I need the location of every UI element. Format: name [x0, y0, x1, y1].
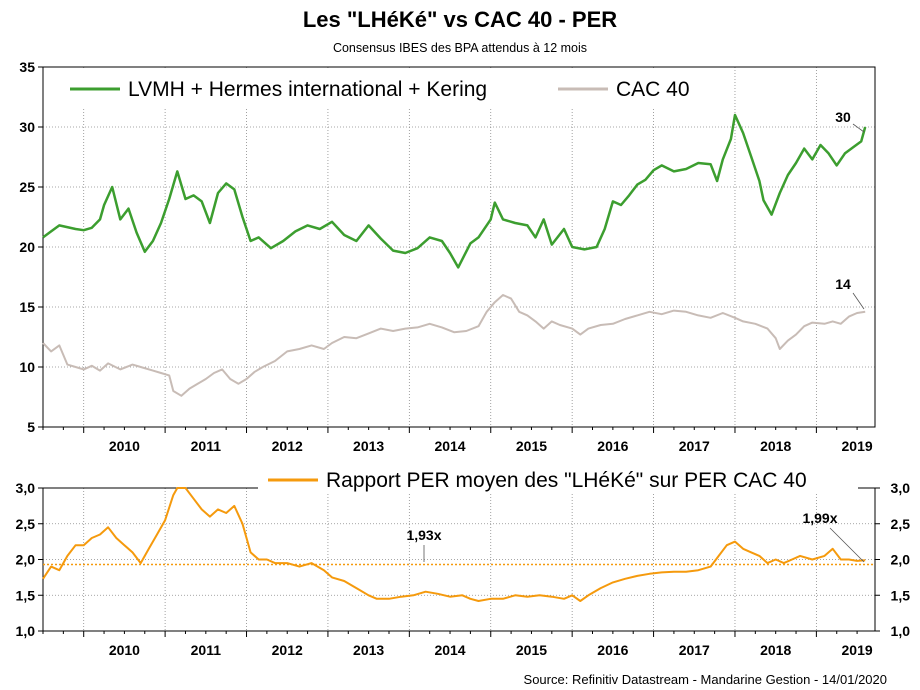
bottom-y-tick-labels-right: 1,0 1,5 2,0 2,5 3,0 — [891, 480, 911, 639]
annotation-lhk-leader — [852, 123, 865, 133]
annotation-ratio-leader — [829, 527, 865, 563]
x-tick-label: 2017 — [679, 438, 710, 454]
x-tick-label: 2018 — [760, 438, 791, 454]
y-tick-label: 2,0 — [16, 552, 36, 568]
y-tick-label: 25 — [19, 179, 35, 195]
x-tick-label: 2014 — [434, 438, 465, 454]
bottom-x-tick-labels: 2010 2011 2012 2013 2014 2015 2016 2017 2018 2019 — [109, 642, 873, 658]
x-tick-label: 2016 — [597, 642, 628, 658]
top-y-tick-labels: 5 10 15 20 25 30 35 — [19, 59, 35, 435]
x-tick-label: 2017 — [679, 642, 710, 658]
x-tick-label: 2012 — [272, 642, 303, 658]
y-tick-label: 15 — [19, 299, 35, 315]
x-tick-label: 2015 — [516, 642, 547, 658]
x-tick-label: 2010 — [109, 438, 140, 454]
chart-subtitle: Consensus IBES des BPA attendus à 12 moi… — [333, 41, 587, 55]
bottom-y-tick-labels-left: 1,0 1,5 2,0 2,5 3,0 — [16, 480, 36, 639]
y-tick-label: 1,0 — [16, 623, 36, 639]
y-tick-label-right: 2,0 — [891, 552, 911, 568]
y-tick-label-right: 1,0 — [891, 623, 911, 639]
annotation-cac-last: 14 — [835, 276, 851, 292]
bottom-panel: 1,0 1,5 2,0 2,5 3,0 1,0 1,5 2,0 2,5 3,0 2010 2011… — [16, 468, 911, 658]
bottom-grid — [38, 487, 880, 637]
ratio-series-line — [42, 487, 866, 602]
y-tick-label-right: 3,0 — [891, 480, 911, 496]
x-tick-label: 2012 — [272, 438, 303, 454]
legend-label-lhk: LVMH + Hermes international + Kering — [128, 78, 487, 101]
x-tick-label: 2013 — [353, 438, 384, 454]
x-tick-label: 2019 — [842, 438, 873, 454]
lhk-series-line — [42, 113, 867, 269]
top-x-tick-labels: 2010 2011 2012 2013 2014 2015 2016 2017 2018 2019 — [109, 438, 873, 454]
y-tick-label: 1,5 — [16, 587, 36, 603]
y-tick-label: 5 — [27, 419, 35, 435]
x-tick-label: 2015 — [516, 438, 547, 454]
bottom-legend-background — [258, 468, 858, 494]
reference-line-label: 1,93x — [406, 527, 441, 543]
x-tick-label: 2014 — [434, 642, 465, 658]
x-tick-label: 2010 — [109, 642, 140, 658]
source-note: Source: Refinitiv Datastream - Mandarine… — [524, 672, 887, 687]
annotation-ratio-last: 1,99x — [802, 510, 837, 526]
y-tick-label: 30 — [19, 119, 35, 135]
y-tick-label: 10 — [19, 359, 35, 375]
chart-title: Les "LHéKé" vs CAC 40 - PER — [303, 7, 617, 32]
x-tick-label: 2011 — [191, 642, 222, 658]
y-tick-label: 3,0 — [16, 480, 36, 496]
y-tick-label-right: 1,5 — [891, 587, 911, 603]
y-tick-label: 20 — [19, 239, 35, 255]
y-tick-label: 2,5 — [16, 516, 36, 532]
top-grid — [38, 66, 876, 433]
x-tick-label: 2013 — [353, 642, 384, 658]
x-tick-label: 2019 — [842, 642, 873, 658]
x-tick-label: 2016 — [597, 438, 628, 454]
cac-series-line — [42, 294, 866, 397]
y-tick-label: 35 — [19, 59, 35, 75]
plot-frame — [42, 66, 876, 428]
x-tick-label: 2018 — [760, 642, 791, 658]
legend-label-ratio: Rapport PER moyen des "LHéKé" sur PER CA… — [326, 469, 807, 492]
y-tick-label-right: 2,5 — [891, 516, 911, 532]
legend-label-cac: CAC 40 — [616, 78, 690, 101]
x-tick-label: 2011 — [191, 438, 222, 454]
annotation-cac-leader — [852, 292, 865, 310]
annotation-lhk-last: 30 — [835, 109, 851, 125]
